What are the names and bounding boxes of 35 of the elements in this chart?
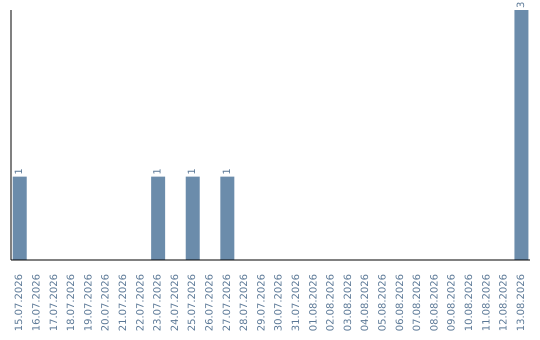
- data-label: 1: [222, 168, 233, 175]
- x-tick-label: 20.07.2026: [100, 274, 112, 332]
- x-tick-label: 26.07.2026: [204, 274, 216, 332]
- x-tick-label: 09.08.2026: [446, 274, 458, 332]
- x-tick-label: 01.08.2026: [308, 274, 320, 332]
- data-label: 3: [516, 2, 527, 8]
- x-tick-label: 19.07.2026: [83, 274, 94, 332]
- x-tick-label: 22.07.2026: [135, 274, 146, 332]
- x-tick-label: 12.08.2026: [498, 274, 510, 332]
- x-tick-label: 24.07.2026: [170, 274, 181, 332]
- x-tick-label: 15.07.2026: [14, 274, 26, 332]
- x-tick-label: 02.08.2026: [326, 274, 337, 332]
- x-tick-label: 16.07.2026: [31, 274, 42, 332]
- x-tick-label: 23.07.2026: [152, 274, 164, 332]
- x-tick-label: 03.08.2026: [342, 274, 354, 332]
- x-tick-label: 31.07.2026: [290, 274, 302, 332]
- x-tick-label: 06.08.2026: [394, 274, 406, 332]
- x-tick-label: 13.08.2026: [516, 274, 527, 332]
- x-tick-label: 18.07.2026: [66, 274, 78, 332]
- x-tick-label: 04.08.2026: [360, 274, 372, 332]
- data-label: 1: [187, 168, 198, 175]
- x-tick-label: 05.08.2026: [377, 274, 388, 332]
- x-tick-label: 21.07.2026: [118, 274, 129, 332]
- x-tick-label: 27.07.2026: [222, 274, 233, 332]
- x-tick-label: 30.07.2026: [274, 274, 285, 332]
- x-tick-label: 28.07.2026: [239, 274, 250, 332]
- data-label: 1: [152, 168, 164, 175]
- x-tick-label: 08.08.2026: [429, 274, 440, 332]
- x-tick-label: 29.07.2026: [256, 274, 268, 332]
- x-tick-label: 17.07.2026: [48, 274, 60, 332]
- data-label: 1: [14, 168, 26, 175]
- x-tick-label: 11.08.2026: [481, 274, 492, 332]
- x-tick-label: 25.07.2026: [187, 274, 198, 332]
- x-tick-label: 07.08.2026: [412, 274, 424, 332]
- x-tick-label: 10.08.2026: [464, 274, 475, 332]
